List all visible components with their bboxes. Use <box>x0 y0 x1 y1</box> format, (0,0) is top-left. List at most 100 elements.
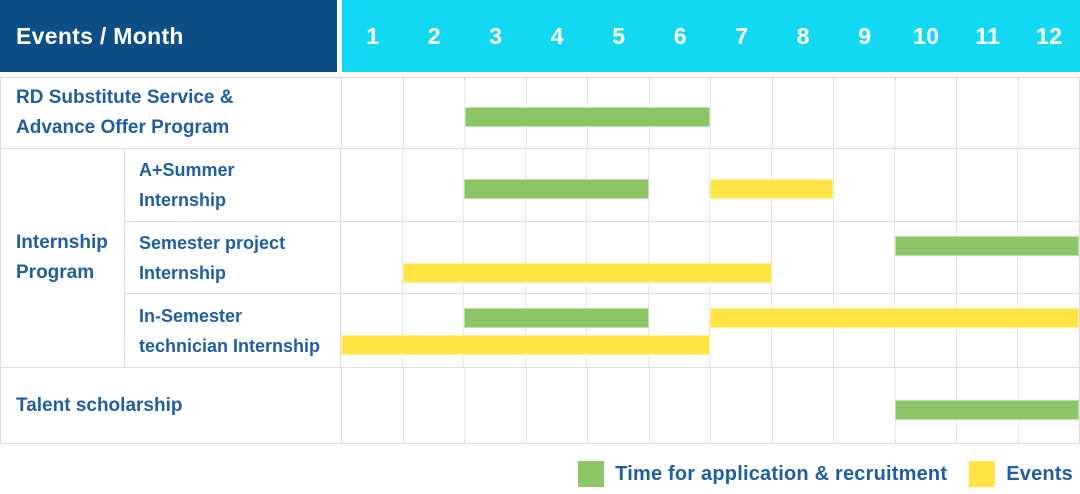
internship-program-group: Internship Program A+Summer Internship S… <box>1 149 1079 368</box>
month-header-2: 2 <box>427 22 441 49</box>
row-label-line: technician Internship <box>139 335 321 356</box>
month-header-3: 3 <box>489 22 503 49</box>
month-gridcell <box>957 149 1019 221</box>
month-gridcell <box>834 368 896 443</box>
month-gridcell <box>464 221 526 294</box>
month-gridcell <box>649 149 711 221</box>
row-label-line: In-Semester <box>139 305 243 326</box>
row-chart-area <box>341 149 1079 221</box>
row-label-a-summer-internship: A+Summer Internship <box>125 149 341 221</box>
month-gridcell <box>465 368 527 443</box>
row-label-semester-project-internship: Semester project Internship <box>125 221 341 294</box>
month-gridcell <box>404 368 465 443</box>
schedule-table: RD Substitute Service & Advance Offer Pr… <box>0 77 1080 444</box>
group-label-line: Internship <box>16 232 108 253</box>
month-header-9: 9 <box>858 22 872 49</box>
group-label-internship-program: Internship Program <box>1 149 125 367</box>
month-gridcell <box>588 368 650 443</box>
month-gridcell <box>403 294 465 367</box>
recruitment-bar <box>464 308 649 329</box>
month-gridcell <box>772 221 834 294</box>
month-gridcell <box>341 221 403 294</box>
month-header-8: 8 <box>796 22 810 49</box>
month-gridcell <box>587 221 649 294</box>
month-gridcell <box>957 78 1019 148</box>
table-row: Semester project Internship <box>125 221 1079 295</box>
month-gridcell <box>834 294 896 367</box>
legend-item-recruitment: Time for application & recruitment <box>578 461 947 487</box>
month-gridcell <box>710 294 773 367</box>
month-gridcell <box>772 294 834 367</box>
month-gridcell <box>404 78 465 148</box>
event-bar <box>710 179 833 199</box>
recruitment-legend-swatch <box>578 461 605 487</box>
group-subrows: A+Summer Internship Semester project Int… <box>125 149 1079 367</box>
month-header-6: 6 <box>673 22 687 49</box>
row-chart-area <box>342 78 1079 148</box>
recruitment-bar <box>464 107 711 127</box>
row-chart-area <box>341 221 1079 294</box>
month-gridcell <box>526 294 588 367</box>
month-gridcell <box>403 221 465 294</box>
month-gridcell <box>649 294 711 367</box>
month-gridcell <box>895 294 957 367</box>
row-label-rd-substitute: RD Substitute Service & Advance Offer Pr… <box>1 78 342 148</box>
month-gridcell <box>711 368 773 443</box>
month-gridcell <box>710 221 773 294</box>
month-gridcell <box>1018 222 1079 294</box>
month-header-5: 5 <box>612 22 626 49</box>
recruitment-bar <box>464 179 649 199</box>
row-label-line: Advance Offer Program <box>16 117 230 138</box>
month-gridcell <box>711 78 773 148</box>
month-gridcell <box>341 149 403 221</box>
legend-item-events: Events <box>969 461 1073 487</box>
row-chart-area <box>342 368 1079 443</box>
row-label-in-semester-technician-internship: In-Semester technician Internship <box>125 294 341 367</box>
table-row: RD Substitute Service & Advance Offer Pr… <box>1 78 1079 149</box>
month-gridcell <box>1019 78 1080 148</box>
legend: Time for application & recruitment Event… <box>578 461 1073 487</box>
row-label-talent-scholarship: Talent scholarship <box>1 368 342 443</box>
row-label-line: RD Substitute Service & <box>16 87 234 108</box>
month-gridcell <box>1018 149 1079 221</box>
header-divider <box>337 0 342 72</box>
months-header: 1 2 3 4 5 6 7 8 9 10 11 12 <box>342 0 1080 72</box>
month-header-10: 10 <box>913 22 940 49</box>
row-label-line: Talent scholarship <box>16 394 183 416</box>
event-bar <box>341 335 710 356</box>
row-label-line: A+Summer <box>139 159 235 180</box>
month-gridcell <box>526 221 588 294</box>
legend-label: Time for application & recruitment <box>615 462 948 485</box>
table-row: Talent scholarship <box>1 368 1079 443</box>
month-gridcell <box>772 149 834 221</box>
legend-label: Events <box>1006 462 1073 485</box>
event-legend-swatch <box>969 461 996 487</box>
group-label-line: Program <box>16 262 95 283</box>
table-row: In-Semester technician Internship <box>125 294 1079 367</box>
month-gridcell <box>834 221 896 294</box>
month-gridcell <box>773 78 834 148</box>
recruitment-bar <box>894 235 1079 256</box>
month-gridcell <box>650 78 711 148</box>
event-bar <box>402 262 772 283</box>
month-gridcell <box>464 294 526 367</box>
month-gridcell <box>342 78 404 148</box>
month-gridcell <box>895 221 957 294</box>
month-gridcell <box>834 78 896 148</box>
month-gridcell <box>650 368 711 443</box>
month-gridcell <box>649 221 711 294</box>
month-gridcell <box>834 149 896 221</box>
month-gridcell <box>403 149 465 221</box>
table-row: A+Summer Internship <box>125 149 1079 222</box>
row-label-line: Internship <box>139 262 227 283</box>
month-header-1: 1 <box>366 22 380 49</box>
month-gridcell <box>587 294 649 367</box>
month-gridcell <box>527 368 588 443</box>
row-label-line: Internship <box>139 189 227 210</box>
events-month-header: Events / Month <box>0 0 337 72</box>
header-row: Events / Month 1 2 3 4 5 6 7 8 9 10 11 12 <box>0 0 1080 72</box>
month-header-4: 4 <box>550 22 564 49</box>
row-chart-area <box>341 294 1079 367</box>
month-gridcell <box>895 149 957 221</box>
